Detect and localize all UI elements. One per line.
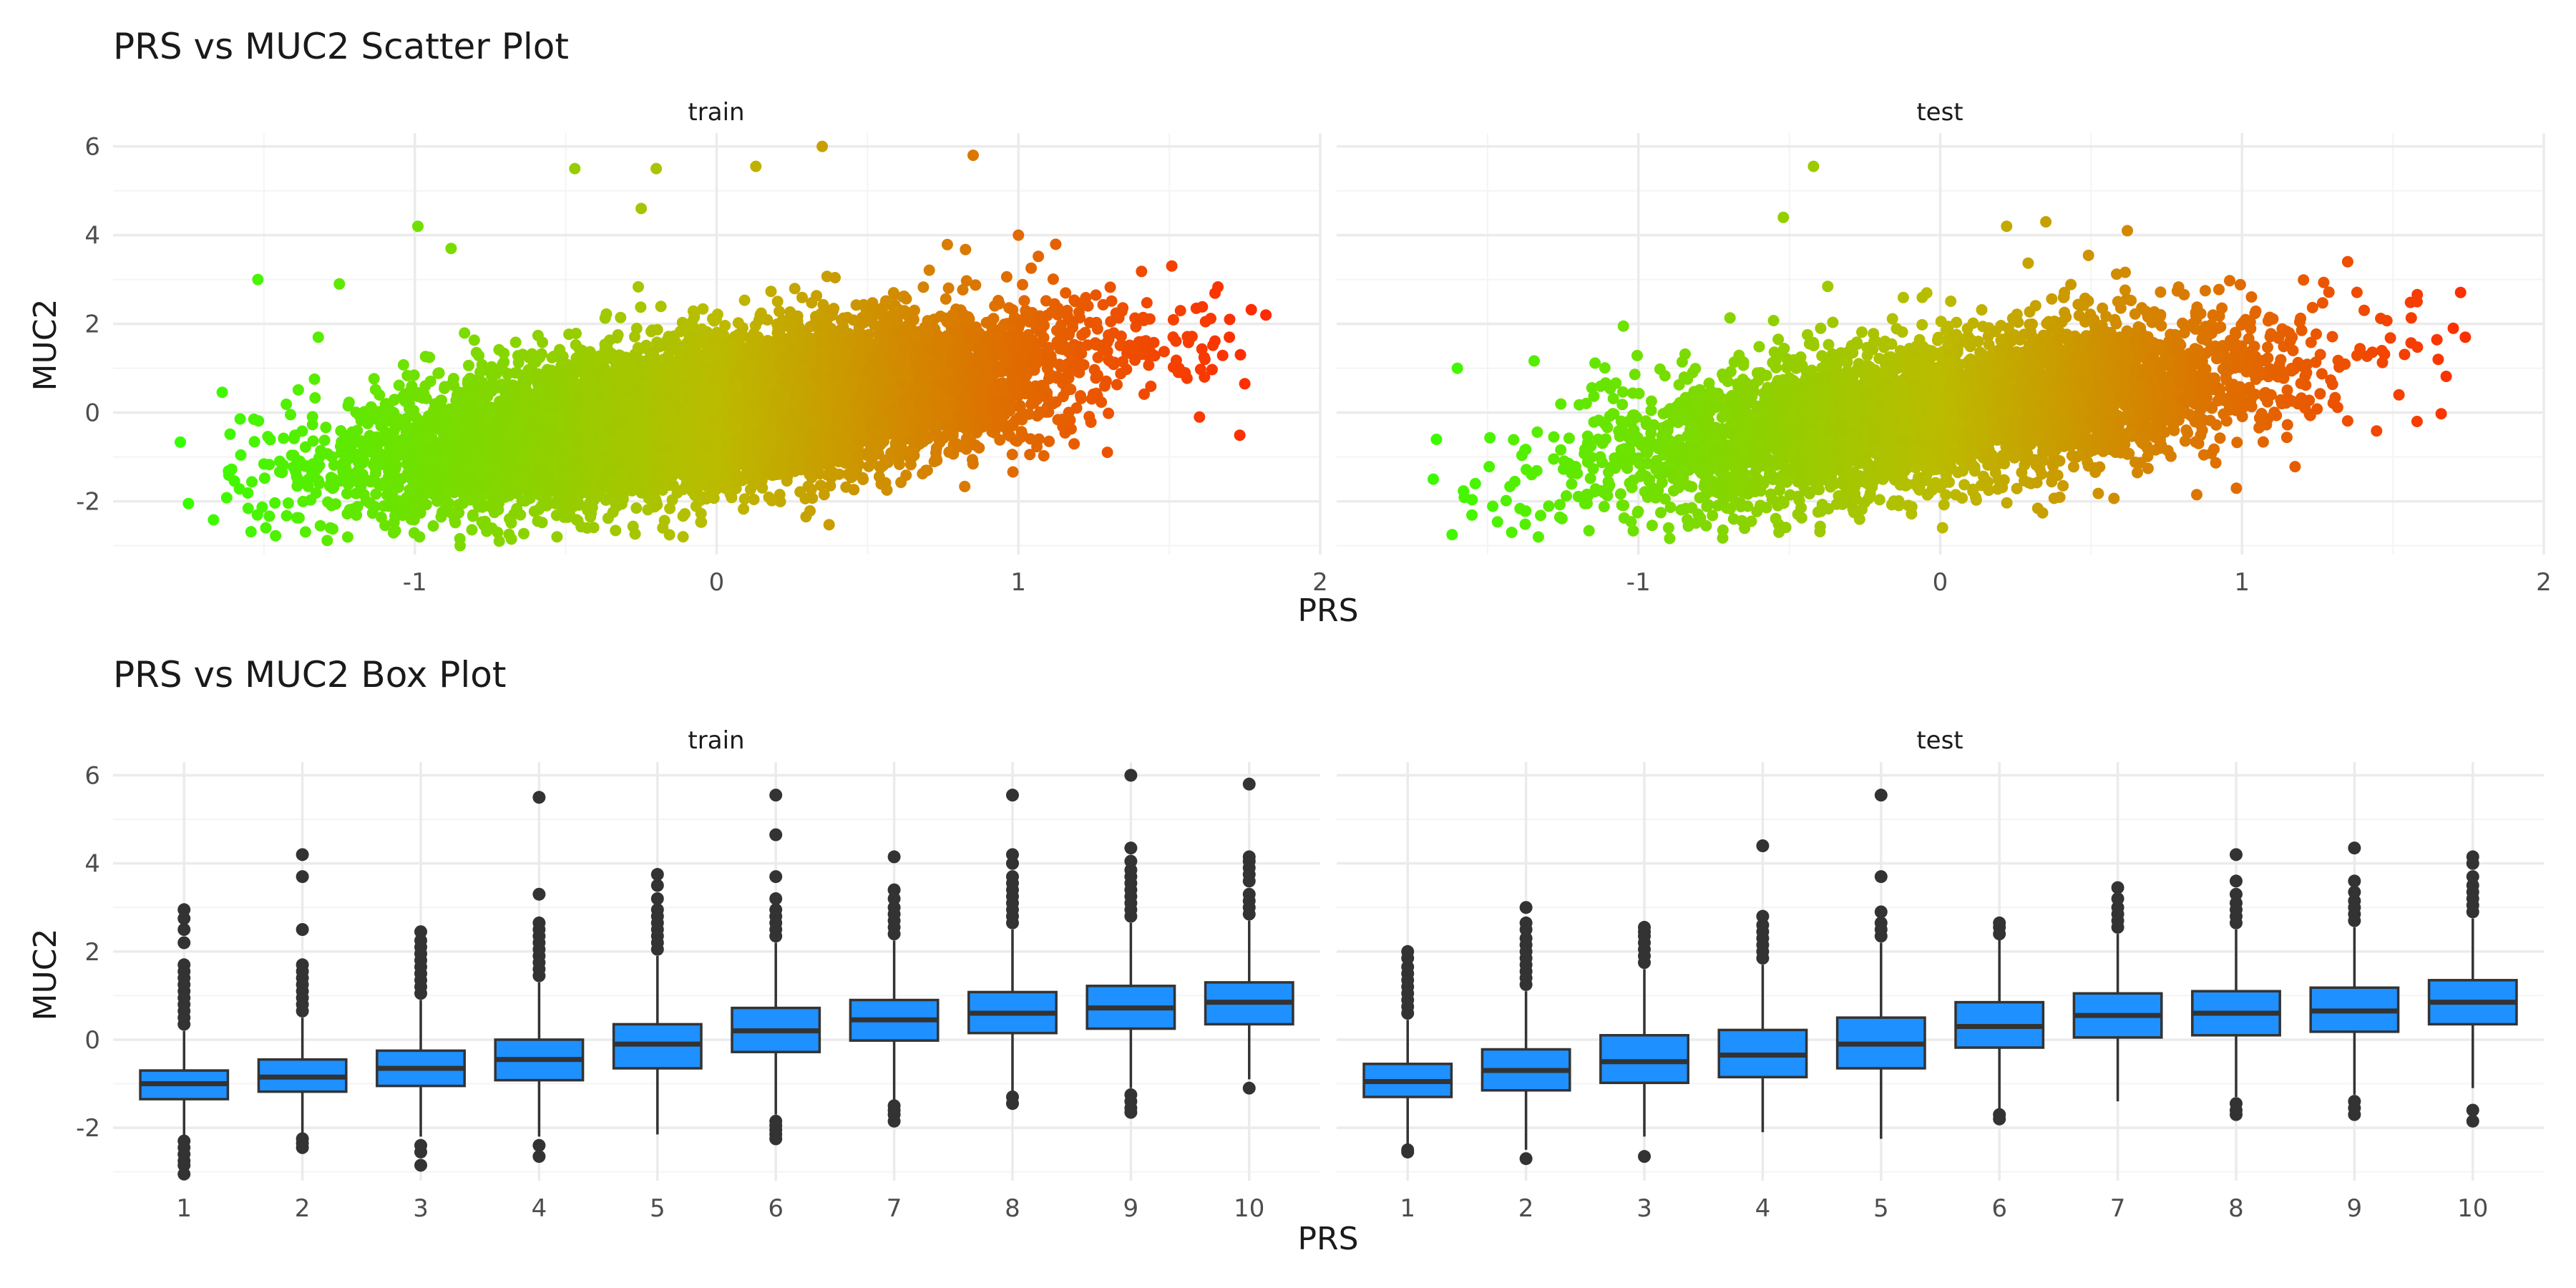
scatter-point bbox=[1170, 335, 1182, 347]
scatter-point bbox=[738, 294, 751, 306]
scatter-point bbox=[1097, 298, 1109, 311]
scatter-point bbox=[1025, 262, 1038, 274]
scatter-point bbox=[687, 305, 699, 317]
scatter-point bbox=[493, 343, 505, 356]
scatter-point bbox=[1166, 260, 1178, 272]
scatter-points-train bbox=[175, 140, 1272, 552]
scatter-point bbox=[318, 434, 331, 447]
scatter-point bbox=[260, 522, 272, 534]
scatter-point bbox=[771, 296, 784, 308]
scatter-point bbox=[314, 519, 326, 532]
scatter-point bbox=[299, 441, 311, 453]
scatter-point bbox=[1017, 278, 1028, 291]
scatter-train-x-tick-label: 2 bbox=[1312, 568, 1328, 597]
scatter-point bbox=[466, 524, 478, 536]
scatter-point bbox=[1143, 359, 1155, 371]
scatter-train-x-tick-label: -1 bbox=[403, 568, 427, 597]
scatter-point bbox=[459, 327, 471, 339]
scatter-point bbox=[248, 436, 260, 448]
scatter-point bbox=[299, 526, 311, 538]
scatter-point bbox=[246, 476, 258, 488]
scatter-facet-label-test: test bbox=[1916, 98, 1963, 127]
scatter-train-y-tick-label: 4 bbox=[84, 222, 100, 250]
scatter-point bbox=[307, 435, 319, 447]
scatter-train-y-tick-label: 0 bbox=[84, 399, 100, 428]
scatter-point bbox=[397, 358, 409, 371]
scatter-point bbox=[1224, 331, 1236, 343]
scatter-point bbox=[351, 424, 364, 436]
scatter-train-x-tick-label: 1 bbox=[1010, 568, 1026, 597]
scatter-point bbox=[677, 531, 689, 543]
scatter-point bbox=[235, 449, 247, 461]
scatter-point bbox=[1047, 273, 1059, 286]
scatter-panel-train: -2 0 2 4 6 -1 0 1 2 bbox=[76, 133, 1328, 597]
scatter-facet-label-train: train bbox=[688, 98, 744, 127]
scatter-point bbox=[917, 281, 930, 293]
scatter-point bbox=[551, 531, 563, 543]
scatter-point bbox=[1040, 295, 1052, 307]
scatter-point bbox=[655, 301, 667, 313]
scatter-point bbox=[208, 514, 220, 526]
scatter-point bbox=[1068, 438, 1080, 450]
scatter-point bbox=[1033, 250, 1045, 263]
scatter-point bbox=[309, 392, 321, 404]
scatter-point bbox=[585, 509, 597, 521]
scatter-point bbox=[1245, 303, 1257, 316]
scatter-x-axis-label: PRS bbox=[1297, 592, 1358, 629]
scatter-point bbox=[1194, 364, 1206, 376]
scatter-point bbox=[1234, 429, 1246, 441]
scatter-point bbox=[424, 351, 436, 364]
scatter-point bbox=[690, 500, 702, 512]
scatter-point bbox=[242, 502, 254, 514]
scatter-point bbox=[629, 331, 640, 343]
scatter-point bbox=[427, 520, 439, 532]
scatter-point bbox=[463, 359, 474, 371]
scatter-point bbox=[800, 511, 812, 523]
scatter-point bbox=[1006, 449, 1018, 461]
scatter-point bbox=[493, 535, 505, 547]
scatter-point bbox=[449, 517, 462, 529]
scatter-point bbox=[941, 238, 953, 250]
scatter-point bbox=[258, 472, 270, 484]
scatter-point bbox=[518, 527, 530, 540]
scatter-point bbox=[1234, 348, 1246, 361]
scatter-point bbox=[1104, 281, 1116, 293]
scatter-point bbox=[476, 516, 488, 528]
scatter-point bbox=[1018, 295, 1030, 307]
scatter-point bbox=[282, 497, 294, 509]
scatter-point bbox=[1092, 351, 1104, 364]
scatter-point bbox=[600, 308, 613, 320]
scatter-point bbox=[702, 492, 714, 504]
scatter-point bbox=[1167, 313, 1179, 326]
scatter-point bbox=[863, 460, 875, 472]
scatter-point bbox=[1103, 407, 1115, 419]
scatter-point bbox=[1136, 265, 1148, 278]
scatter-plot-title: PRS vs MUC2 Scatter Plot bbox=[113, 26, 569, 67]
scatter-point bbox=[942, 282, 955, 294]
scatter-point bbox=[278, 432, 290, 444]
scatter-point bbox=[297, 495, 309, 507]
scatter-point bbox=[280, 399, 293, 410]
scatter-point bbox=[796, 291, 808, 303]
scatter-train-x-tick-label: 0 bbox=[709, 568, 725, 597]
scatter-point bbox=[216, 386, 228, 399]
scatter-train-y-tick-label: 2 bbox=[84, 311, 100, 339]
scatter-point bbox=[1085, 416, 1097, 428]
scatter-point bbox=[408, 527, 420, 539]
scatter-point bbox=[285, 409, 296, 421]
scatter-point bbox=[706, 313, 718, 325]
scatter-point bbox=[627, 520, 639, 532]
scatter-point bbox=[433, 367, 445, 379]
scatter-y-axis-label: MUC2 bbox=[27, 299, 64, 391]
scatter-train-y-tick-label: -2 bbox=[76, 488, 100, 517]
scatter-point bbox=[306, 419, 318, 431]
scatter-point bbox=[967, 458, 979, 470]
scatter-point bbox=[481, 525, 493, 537]
scatter-train-y-tick-label: 6 bbox=[84, 133, 100, 162]
scatter-point bbox=[264, 434, 276, 446]
